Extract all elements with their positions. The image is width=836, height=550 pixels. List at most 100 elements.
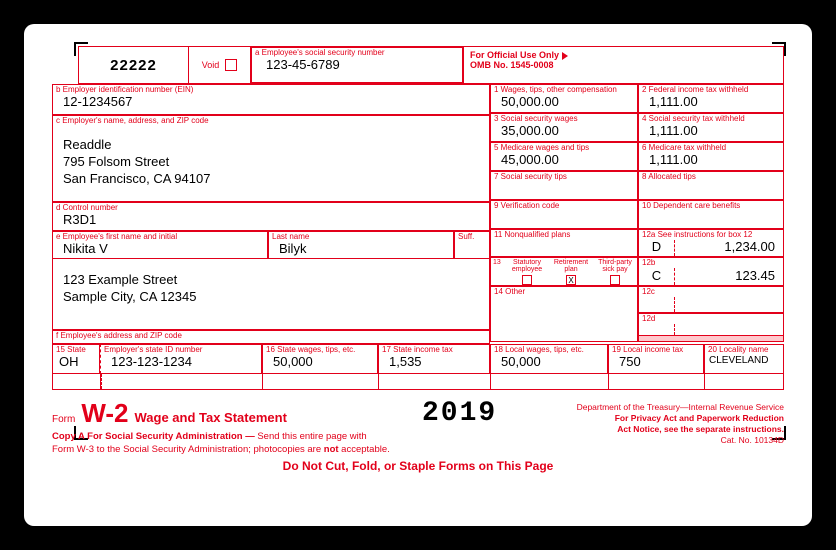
box-13-stat-checkbox[interactable] [522, 275, 532, 285]
box-12a-code: D [639, 240, 675, 256]
box-3-value: 35,000.00 [491, 124, 637, 141]
box-12c-amount [675, 297, 783, 312]
box-13-3rd-label: Third-party sick pay [593, 259, 637, 273]
box-8-label: 8 Allocated tips [639, 172, 783, 182]
box-19: 19 Local income tax 750 [608, 344, 704, 374]
copy-a-bold: Copy A For Social Security Administratio… [52, 431, 257, 442]
box-13: 13 Statutory employee Retirement plan X T… [490, 257, 638, 286]
box-15-value: OH [53, 355, 99, 372]
box-1-value: 50,000.00 [491, 95, 637, 112]
cat-no: Cat. No. 10134D [577, 435, 784, 446]
box-e-addr2: Sample City, CA 12345 [53, 290, 489, 307]
box-11-label: 11 Nonqualified plans [491, 230, 637, 240]
box-12b: 12b C 123.45 [638, 257, 784, 286]
form-code: 22222 [78, 46, 188, 84]
box-2: 2 Federal income tax withheld 1,111.00 [638, 84, 784, 113]
do-not-cut: Do Not Cut, Fold, or Staple Forms on Thi… [52, 459, 784, 473]
box-12b-code: C [639, 268, 675, 285]
box-12c-label: 12c [639, 287, 783, 297]
box-12c: 12c [638, 286, 784, 313]
box-7-label: 7 Social security tips [491, 172, 637, 182]
box-13-ret-label: Retirement plan [549, 259, 593, 273]
official-line2: OMB No. 1545-0008 [470, 60, 554, 70]
box-13-label: 13 [491, 258, 505, 286]
box-a-value: 123-45-6789 [252, 58, 462, 75]
box-b-value: 12-1234567 [53, 95, 489, 112]
box-16-value: 50,000 [263, 355, 377, 372]
copy-a-2b: not [324, 444, 339, 455]
box-11: 11 Nonqualified plans [490, 229, 638, 257]
box-e-addr1: 123 Example Street [53, 259, 489, 290]
box-e-address: 123 Example Street Sample City, CA 12345 [52, 259, 490, 330]
box-8: 8 Allocated tips [638, 171, 784, 200]
box-f-label: f Employee's address and ZIP code [53, 331, 489, 341]
official-line1: For Official Use Only [470, 50, 562, 60]
box-12b-label: 12b [639, 258, 783, 268]
box-12-shade [638, 336, 784, 342]
official-use: For Official Use Only OMB No. 1545-0008 [464, 46, 784, 84]
box-9-label: 9 Verification code [491, 201, 637, 211]
box-e-last-value: Bilyk [269, 242, 453, 259]
box-d: d Control number R3D1 [52, 202, 490, 231]
box-e-suff-label: Suff. [455, 232, 489, 242]
box-c-label: c Employer's name, address, and ZIP code [53, 116, 489, 126]
box-c: c Employer's name, address, and ZIP code… [52, 115, 490, 202]
box-9: 9 Verification code [490, 200, 638, 229]
box-17: 17 State income tax 1,535 [378, 344, 490, 374]
box-12d-amount [675, 324, 783, 335]
box-20: 20 Locality name CLEVELAND [704, 344, 784, 374]
box-13-stat-label: Statutory employee [505, 259, 549, 273]
w2-form-page: 22222 Void a Employee's social security … [24, 24, 812, 526]
box-14-label: 14 Other [491, 287, 637, 297]
copy-a-2a: Form W-3 to the Social Security Administ… [52, 444, 324, 455]
triangle-icon [562, 52, 568, 60]
privacy-line2: Act Notice, see the separate instruction… [577, 424, 784, 435]
box-20-label: 20 Locality name [705, 345, 783, 355]
box-16: 16 State wages, tips, etc. 50,000 [262, 344, 378, 374]
box-17-value: 1,535 [379, 355, 489, 372]
state-row-2 [52, 374, 784, 390]
box-3: 3 Social security wages 35,000.00 [490, 113, 638, 142]
box-12b-amount: 123.45 [675, 268, 783, 285]
box-20-value: CLEVELAND [705, 355, 783, 369]
dept-line: Department of the Treasury—Internal Reve… [577, 402, 784, 413]
box-e-last: Last name Bilyk [268, 231, 454, 259]
box-13-3rd-checkbox[interactable] [610, 275, 620, 285]
box-c-name: Readdle [53, 126, 489, 155]
box-18: 18 Local wages, tips, etc. 50,000 [490, 344, 608, 374]
copy-a-rest: Send this entire page with [257, 431, 366, 442]
box-12d-code [639, 324, 675, 335]
box-2-value: 1,111.00 [639, 95, 783, 112]
box-4-value: 1,111.00 [639, 124, 783, 141]
box-c-addr1: 795 Folsom Street [53, 155, 489, 172]
box-12d: 12d [638, 313, 784, 336]
box-5-value: 45,000.00 [491, 153, 637, 170]
form-title: Wage and Tax Statement [134, 410, 286, 425]
privacy-line1: For Privacy Act and Paperwork Reduction [577, 413, 784, 424]
box-e-suff: Suff. [454, 231, 490, 259]
box-10: 10 Dependent care benefits [638, 200, 784, 229]
box-c-addr2: San Francisco, CA 94107 [53, 172, 489, 189]
box-12a-amount: 1,234.00 [675, 240, 783, 256]
box-5: 5 Medicare wages and tips 45,000.00 [490, 142, 638, 171]
box-6-value: 1,111.00 [639, 153, 783, 170]
box-d-value: R3D1 [53, 213, 489, 230]
box-15-id: Employer's state ID number 123-123-1234 [100, 344, 262, 374]
box-13-ret-checkbox[interactable]: X [566, 275, 576, 285]
box-f: f Employee's address and ZIP code [52, 330, 490, 344]
box-4: 4 Social security tax withheld 1,111.00 [638, 113, 784, 142]
box-12d-label: 12d [639, 314, 783, 324]
box-e-first: e Employee's first name and initial Niki… [52, 231, 268, 259]
box-b: b Employer identification number (EIN) 1… [52, 84, 490, 115]
box-10-label: 10 Dependent care benefits [639, 201, 783, 211]
box-7: 7 Social security tips [490, 171, 638, 200]
box-14: 14 Other [490, 286, 638, 342]
void-checkbox[interactable] [225, 59, 237, 71]
void-label: Void [202, 60, 220, 70]
box-d-label: d Control number [53, 203, 489, 213]
box-15-state: 15 State OH [52, 344, 100, 374]
box-a-ssn: a Employee's social security number 123-… [250, 46, 464, 84]
box-6: 6 Medicare tax withheld 1,111.00 [638, 142, 784, 171]
box-12c-code [639, 297, 675, 312]
form-word: Form [52, 414, 75, 425]
